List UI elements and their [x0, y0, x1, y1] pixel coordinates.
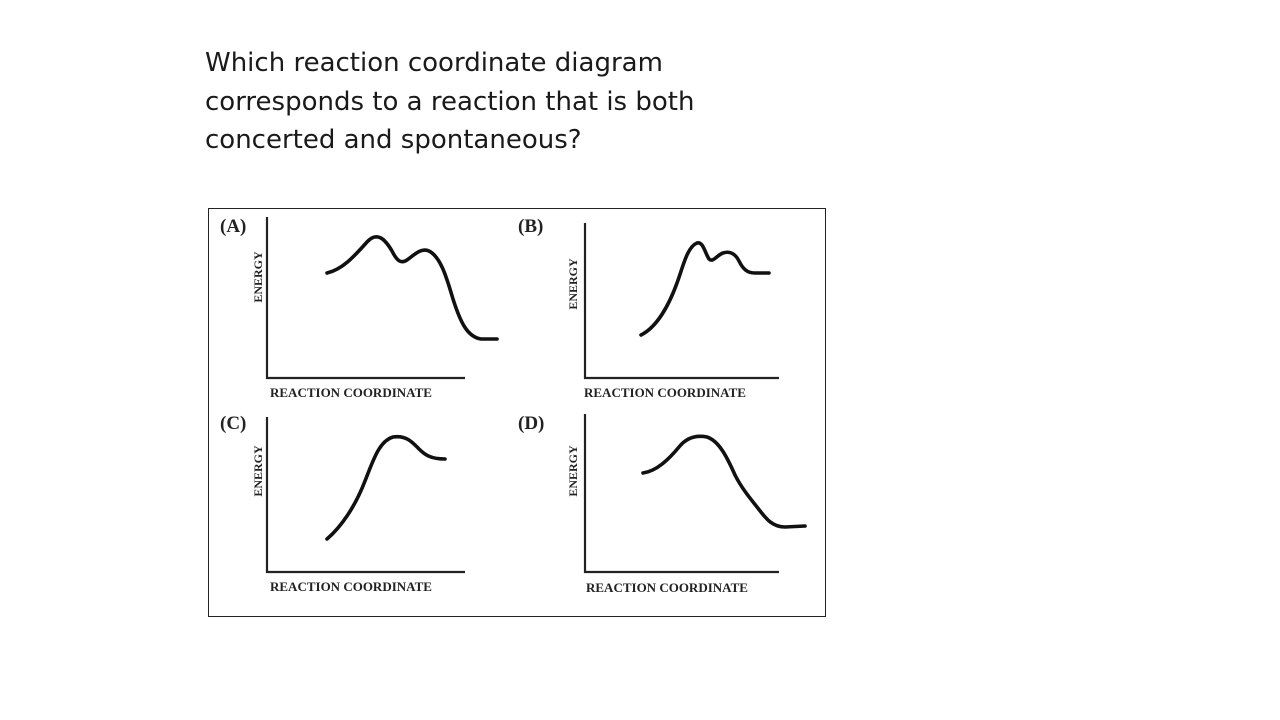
question-line-3: concerted and spontaneous?	[205, 125, 582, 155]
panel-b-energy-curve	[639, 241, 771, 337]
question-line-2: corresponds to a reaction that is both	[205, 86, 695, 117]
panel-c-ylabel: ENERGY	[251, 445, 265, 497]
panel-c-axes	[265, 417, 465, 574]
panel-d-axes	[583, 414, 779, 574]
panel-b-xlabel: REACTION COORDINATE	[584, 385, 746, 400]
panel-b-axes	[583, 223, 779, 380]
panel-d-ylabel: ENERGY	[566, 445, 580, 497]
panel-a: (A) ENERGY REACTION COORDINATE	[220, 216, 499, 400]
panel-b: (B) ENERGY REACTION COORDINATE	[518, 216, 779, 400]
panel-d-xlabel: REACTION COORDINATE	[586, 580, 748, 595]
reaction-diagram-figure: (A) ENERGY REACTION COORDINATE (B) ENERG…	[208, 208, 826, 617]
panel-b-ylabel: ENERGY	[566, 258, 580, 310]
question-line-1: Which reaction coordinate diagram	[205, 48, 663, 78]
panel-a-axes	[265, 217, 465, 380]
panel-a-letter: (A)	[220, 216, 246, 237]
panel-c-letter: (C)	[220, 413, 246, 434]
panel-d-energy-curve	[641, 434, 807, 529]
panel-c-energy-curve	[325, 434, 447, 541]
panel-c: (C) ENERGY REACTION COORDINATE	[220, 413, 465, 594]
panel-a-energy-curve	[325, 235, 499, 341]
panel-d: (D) ENERGY REACTION COORDINATE	[518, 413, 807, 595]
diagram-grid: (A) ENERGY REACTION COORDINATE (B) ENERG…	[220, 216, 807, 595]
question-text: Which reaction coordinate diagram corres…	[205, 44, 765, 160]
panel-a-xlabel: REACTION COORDINATE	[270, 385, 432, 400]
panel-b-letter: (B)	[518, 216, 543, 237]
panel-c-xlabel: REACTION COORDINATE	[270, 579, 432, 594]
panel-a-ylabel: ENERGY	[251, 251, 265, 303]
panel-d-letter: (D)	[518, 413, 544, 434]
